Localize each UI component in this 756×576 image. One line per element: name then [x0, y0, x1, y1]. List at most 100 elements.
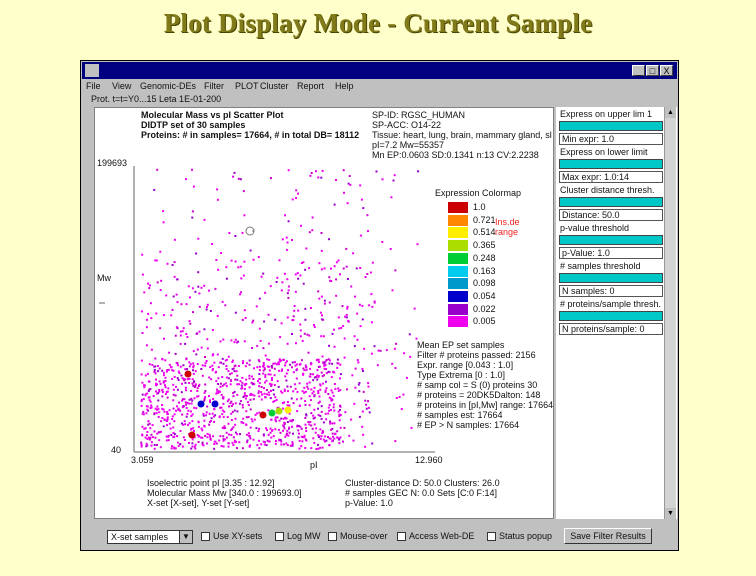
protein-dot	[317, 390, 320, 392]
protein-dot	[286, 292, 289, 295]
protein-dot	[270, 177, 272, 180]
menu-file[interactable]: File	[86, 81, 101, 91]
protein-dot	[154, 372, 157, 375]
protein-dot	[146, 392, 149, 395]
save-filter-results-button[interactable]: Save Filter Results	[564, 528, 652, 544]
status-popup-checkbox[interactable]	[487, 532, 496, 541]
protein-dot	[263, 387, 265, 390]
protein-dot	[287, 289, 290, 292]
distance-field[interactable]: Distance: 50.0	[559, 209, 663, 221]
protein-dot	[282, 429, 284, 432]
expr-upper-slider[interactable]	[559, 121, 663, 131]
proteins-sample-slider[interactable]	[559, 311, 663, 321]
protein-dot	[258, 360, 261, 363]
protein-dot	[229, 373, 232, 376]
dropdown-arrow-icon[interactable]: ▼	[179, 531, 192, 543]
menu-filter[interactable]: Filter	[204, 81, 224, 91]
protein-dot	[286, 278, 289, 281]
protein-dot	[176, 364, 179, 367]
protein-dot	[200, 368, 203, 370]
colormap-row: 0.365	[448, 240, 548, 252]
protein-dot	[367, 385, 370, 388]
protein-dot	[149, 388, 152, 391]
minimize-button[interactable]: _	[632, 65, 645, 76]
expr-upper-label: Express on upper lim 1	[560, 109, 653, 119]
colormap-swatch	[448, 202, 468, 213]
protein-dot	[161, 407, 164, 410]
protein-dot	[156, 281, 159, 284]
protein-dot	[168, 409, 171, 412]
scroll-up-arrow-icon[interactable]: ▲	[665, 107, 676, 118]
access-web-de-checkbox[interactable]	[397, 532, 406, 541]
protein-dot	[230, 412, 233, 415]
protein-dot	[170, 434, 173, 436]
protein-dot	[243, 387, 246, 390]
menu-cluster[interactable]: Cluster	[260, 81, 289, 91]
protein-dot	[197, 385, 200, 387]
protein-dot	[318, 262, 321, 265]
protein-dot	[266, 358, 269, 361]
protein-dot	[255, 427, 258, 430]
protein-dot	[274, 428, 277, 431]
menu-view[interactable]: View	[112, 81, 132, 91]
pvalue-threshold-label: p-value threshold	[560, 223, 630, 233]
protein-dot	[210, 417, 213, 420]
scatter-plot-panel[interactable]: Molecular Mass vs pI Scatter Plot DIDTP …	[94, 107, 554, 519]
protein-dot	[308, 334, 311, 337]
protein-dot	[316, 374, 319, 377]
nsamples-slider[interactable]	[559, 273, 663, 283]
protein-dot	[155, 259, 158, 262]
scroll-down-arrow-icon[interactable]: ▼	[665, 508, 676, 519]
pvalue-field[interactable]: p-Value: 1.0	[559, 247, 663, 259]
protein-dot	[354, 295, 357, 298]
protein-dot	[249, 408, 252, 411]
protein-dot	[178, 372, 181, 374]
mouse-over-checkbox[interactable]	[328, 532, 337, 541]
protein-dot	[285, 360, 288, 363]
min-expr-field[interactable]: Min expr: 1.0	[559, 133, 663, 145]
expr-lower-slider[interactable]	[559, 159, 663, 169]
protein-dot	[176, 441, 179, 444]
colormap-value: 0.163	[473, 265, 496, 276]
protein-dot	[162, 425, 165, 428]
menu-report[interactable]: Report	[297, 81, 325, 91]
max-expr-field[interactable]: Max expr: 1.0:14	[559, 171, 663, 183]
app-icon[interactable]	[85, 64, 99, 77]
protein-dot	[160, 430, 162, 433]
use-xy-sets-checkbox[interactable]	[201, 532, 210, 541]
highlighted-protein-dots	[184, 370, 292, 439]
scatter-points[interactable]	[95, 108, 553, 520]
protein-dot	[206, 436, 209, 439]
cluster-distance-slider[interactable]	[559, 197, 663, 207]
protein-dot	[184, 423, 187, 426]
log-mw-checkbox[interactable]	[275, 532, 284, 541]
protein-dot	[161, 358, 164, 361]
protein-dot	[140, 398, 143, 401]
menu-plot[interactable]: PLOT	[235, 81, 259, 91]
menu-help[interactable]: Help	[335, 81, 354, 91]
protein-dot	[276, 276, 279, 279]
set-dropdown[interactable]: X-set samples ▼	[107, 530, 193, 544]
protein-dot	[315, 376, 317, 378]
protein-dot	[188, 442, 190, 444]
protein-dot	[175, 293, 178, 296]
protein-dot	[224, 382, 227, 385]
menu-genomic-des[interactable]: Genomic-DEs	[140, 81, 197, 91]
proteins-sample-field[interactable]: N proteins/sample: 0	[559, 323, 663, 335]
close-button[interactable]: X	[660, 65, 673, 76]
protein-dot	[203, 419, 206, 422]
nsamples-field[interactable]: N samples: 0	[559, 285, 663, 297]
vertical-scrollbar[interactable]: ▲ ▼	[664, 107, 676, 519]
protein-dot	[208, 433, 211, 436]
protein-dot	[300, 435, 303, 438]
protein-dot	[217, 390, 220, 393]
protein-dot	[246, 362, 249, 365]
protein-dot	[192, 364, 195, 367]
protein-dot	[153, 447, 156, 450]
maximize-button[interactable]: □	[646, 65, 659, 76]
pvalue-slider[interactable]	[559, 235, 663, 245]
protein-dot	[321, 429, 324, 432]
protein-dot	[402, 393, 405, 396]
protein-dot	[286, 342, 289, 345]
protein-dot	[283, 423, 286, 426]
